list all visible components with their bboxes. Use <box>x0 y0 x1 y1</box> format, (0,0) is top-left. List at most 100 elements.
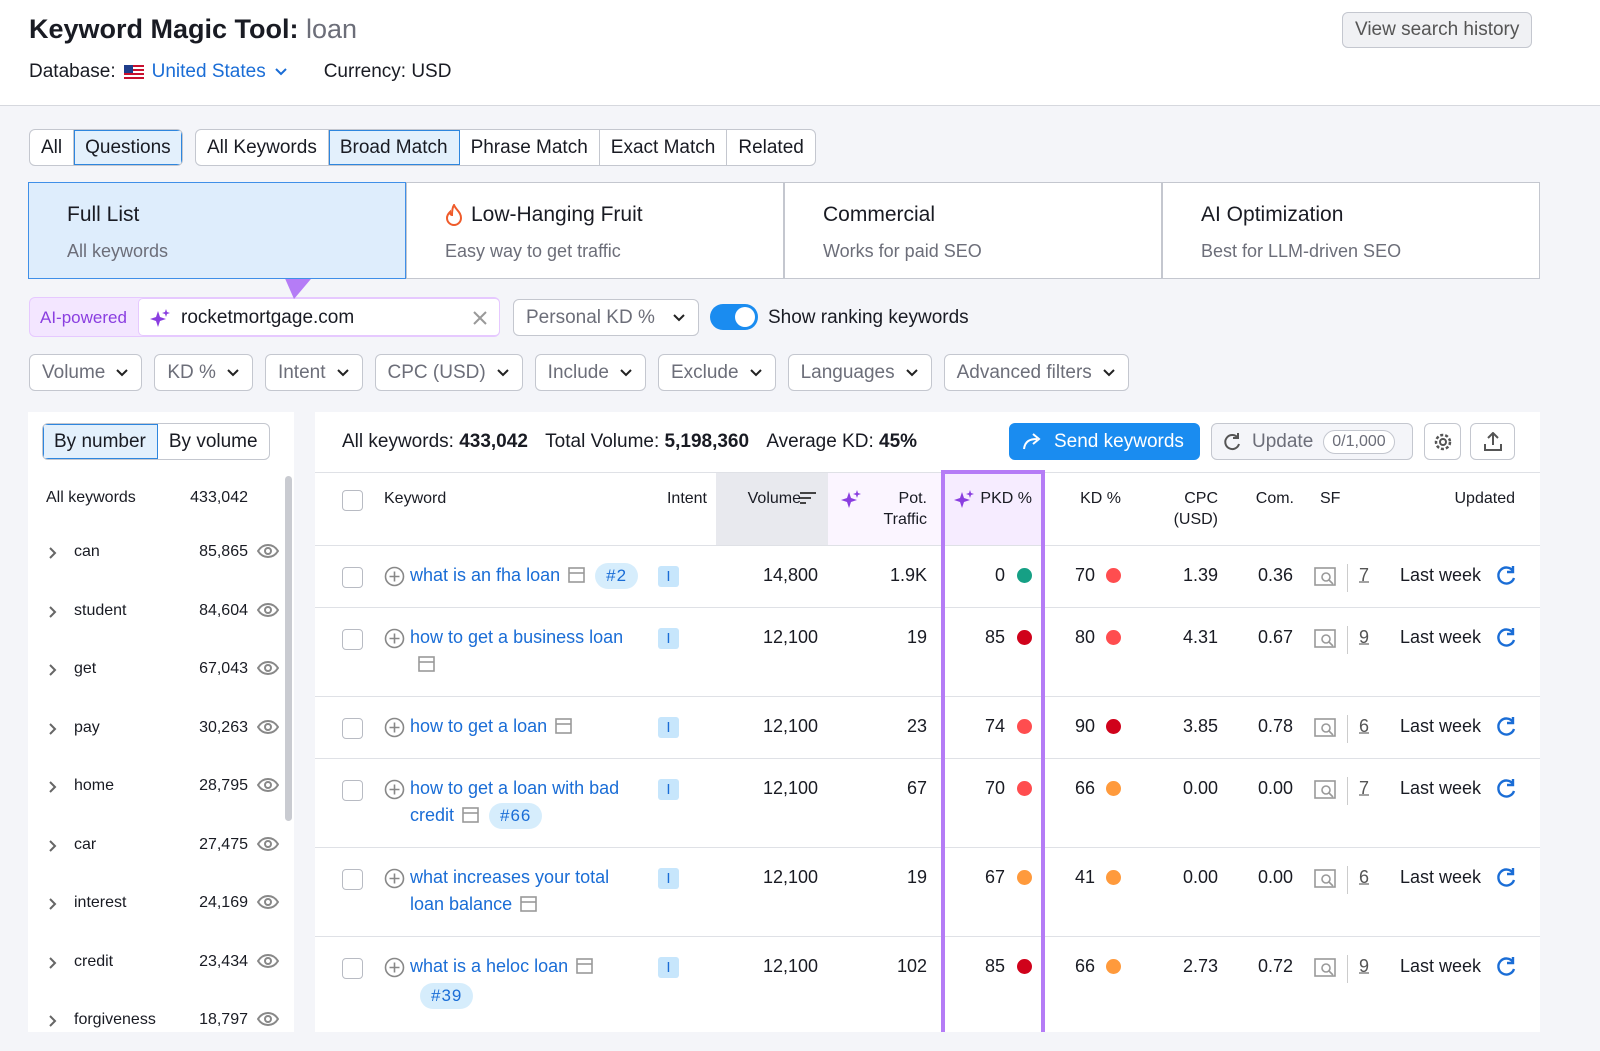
expand-chevron[interactable] <box>48 956 58 970</box>
group-name[interactable]: credit <box>74 953 113 971</box>
history-button[interactable]: View search history <box>1342 12 1532 48</box>
eye-icon[interactable] <box>257 659 279 677</box>
serp-features[interactable]: 9 <box>1359 953 1369 980</box>
refresh-icon[interactable] <box>1495 867 1517 889</box>
filter-dropdown[interactable]: KD % <box>154 354 253 391</box>
column-header[interactable]: Intent <box>627 488 707 509</box>
eye-icon[interactable] <box>257 601 279 619</box>
send-button[interactable]: Send keywords <box>1009 423 1200 460</box>
keyword-link[interactable]: how to get a loan <box>410 716 547 736</box>
column-header[interactable]: Updated <box>1425 488 1515 509</box>
add-icon[interactable] <box>384 717 405 738</box>
select-all[interactable] <box>342 490 363 511</box>
match-tab[interactable]: All Keywords <box>196 130 329 165</box>
column-header[interactable]: Volume <box>715 488 801 509</box>
keyword-link[interactable]: what increases your total loan balance <box>410 867 609 914</box>
category-card[interactable]: Full ListAll keywords <box>28 182 406 279</box>
column-header[interactable]: Pot. Traffic <box>863 488 927 530</box>
expand-chevron[interactable] <box>48 839 58 853</box>
update-label: Update <box>1252 431 1313 453</box>
row-checkbox[interactable] <box>342 958 363 979</box>
category-card[interactable]: CommercialWorks for paid SEO <box>784 182 1162 279</box>
eye-icon[interactable] <box>257 718 279 736</box>
serp-features[interactable]: 7 <box>1359 562 1369 589</box>
position-tag: #2 <box>595 563 638 589</box>
group-name[interactable]: pay <box>74 719 100 737</box>
eye-icon[interactable] <box>257 952 279 970</box>
eye-icon[interactable] <box>257 835 279 853</box>
scope-tab[interactable]: All <box>30 130 74 165</box>
database-select[interactable]: United States <box>152 61 266 83</box>
group-name[interactable]: can <box>74 543 100 561</box>
refresh-icon[interactable] <box>1495 565 1517 587</box>
refresh-icon[interactable] <box>1495 716 1517 738</box>
filter-dropdown[interactable]: Include <box>535 354 646 391</box>
sort-option[interactable]: By number <box>43 424 158 459</box>
group-name[interactable]: interest <box>74 894 126 912</box>
match-tab[interactable]: Exact Match <box>600 130 728 165</box>
column-header[interactable]: Keyword <box>384 488 534 509</box>
add-icon[interactable] <box>384 628 405 649</box>
filter-dropdown[interactable]: Exclude <box>658 354 776 391</box>
keyword-link[interactable]: what is a heloc loan <box>410 956 568 976</box>
title-text: Keyword Magic Tool: <box>29 14 299 44</box>
serp-features[interactable]: 6 <box>1359 713 1369 740</box>
group-name[interactable]: home <box>74 777 114 795</box>
add-icon[interactable] <box>384 566 405 587</box>
add-icon[interactable] <box>384 868 405 889</box>
filter-dropdown[interactable]: Advanced filters <box>944 354 1129 391</box>
filter-dropdown[interactable]: Intent <box>265 354 363 391</box>
scope-tab[interactable]: Questions <box>74 130 182 165</box>
filter-dropdown[interactable]: Volume <box>29 354 142 391</box>
clear[interactable] <box>473 311 487 325</box>
filter-dropdown[interactable]: CPC (USD) <box>375 354 523 391</box>
export-button[interactable] <box>1470 423 1515 460</box>
expand-chevron[interactable] <box>48 1014 58 1028</box>
filter-dropdown[interactable]: Languages <box>788 354 932 391</box>
column-header[interactable]: CPC (USD) <box>1140 488 1218 530</box>
serp-features[interactable]: 9 <box>1359 624 1369 651</box>
filter-label: KD % <box>167 362 216 384</box>
eye-icon[interactable] <box>257 893 279 911</box>
refresh-icon[interactable] <box>1495 778 1517 800</box>
personal-kd[interactable]: Personal KD % <box>513 299 699 336</box>
expand-chevron[interactable] <box>48 546 58 560</box>
row-checkbox[interactable] <box>342 780 363 801</box>
keyword-link[interactable]: how to get a business loan <box>410 627 623 647</box>
column-header[interactable]: KD % <box>1050 488 1121 509</box>
column-header[interactable]: Com. <box>1230 488 1294 509</box>
row-checkbox[interactable] <box>342 718 363 739</box>
expand-chevron[interactable] <box>48 722 58 736</box>
serp-features[interactable]: 7 <box>1359 775 1369 802</box>
group-name[interactable]: student <box>74 602 126 620</box>
match-tab[interactable]: Broad Match <box>329 130 460 165</box>
group-name[interactable]: forgiveness <box>74 1011 156 1029</box>
eye-icon[interactable] <box>257 542 279 560</box>
expand-chevron[interactable] <box>48 605 58 619</box>
settings-button[interactable] <box>1424 423 1461 460</box>
add-icon[interactable] <box>384 779 405 800</box>
expand-chevron[interactable] <box>48 780 58 794</box>
row-checkbox[interactable] <box>342 629 363 650</box>
category-card[interactable]: Low-Hanging FruitEasy way to get traffic <box>406 182 784 279</box>
category-card[interactable]: AI OptimizationBest for LLM-driven SEO <box>1162 182 1540 279</box>
update-button[interactable]: Update0/1,000 <box>1211 423 1413 460</box>
svg-shape <box>257 718 279 736</box>
serp-features[interactable]: 6 <box>1359 864 1369 891</box>
group-name[interactable]: car <box>74 836 96 854</box>
sort-option[interactable]: By volume <box>158 424 269 459</box>
eye-icon[interactable] <box>257 776 279 794</box>
add-icon[interactable] <box>384 957 405 978</box>
row-checkbox[interactable] <box>342 869 363 890</box>
refresh-icon[interactable] <box>1495 956 1517 978</box>
expand-chevron[interactable] <box>48 897 58 911</box>
group-name[interactable]: get <box>74 660 96 678</box>
keyword-link[interactable]: what is an fha loan <box>410 565 560 585</box>
match-tab[interactable]: Related <box>727 130 815 165</box>
refresh-icon[interactable] <box>1495 627 1517 649</box>
expand-chevron[interactable] <box>48 663 58 677</box>
eye-icon[interactable] <box>257 1010 279 1028</box>
row-checkbox[interactable] <box>342 567 363 588</box>
toggle[interactable] <box>710 304 758 330</box>
match-tab[interactable]: Phrase Match <box>460 130 600 165</box>
